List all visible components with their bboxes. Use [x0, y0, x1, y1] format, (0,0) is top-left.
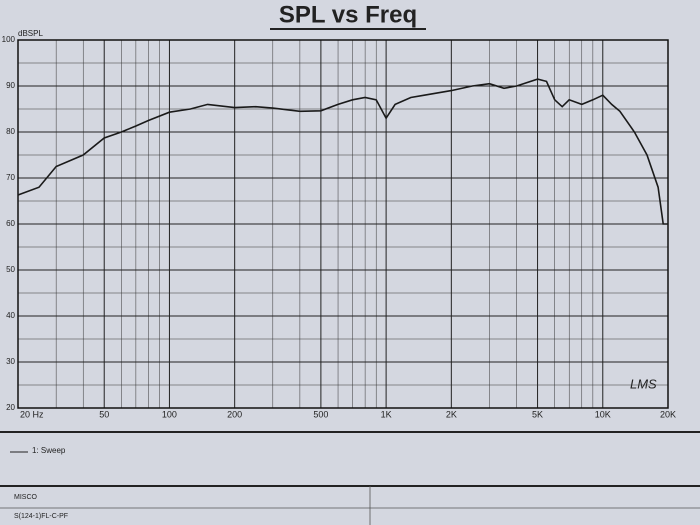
y-tick-label: 20	[6, 403, 15, 412]
footer-text: S(124-1)FL-C-PF	[14, 513, 68, 520]
x-tick-label: 5K	[532, 409, 543, 419]
x-tick-label: 2K	[446, 409, 457, 419]
legend-label: 1: Sweep	[32, 446, 66, 455]
x-tick-label: 200	[227, 409, 242, 419]
y-tick-label: 40	[6, 311, 15, 320]
x-tick-label: 50	[99, 409, 109, 419]
y-tick-label: 50	[6, 265, 15, 274]
x-tick-label: 500	[313, 409, 328, 419]
y-tick-label: 30	[6, 357, 15, 366]
x-tick-label: 20 Hz	[20, 409, 44, 419]
footer-text: MISCO	[14, 494, 38, 501]
x-tick-label: 20K	[660, 409, 676, 419]
y-tick-label: 100	[2, 35, 16, 44]
y-axis-label: dBSPL	[18, 29, 43, 38]
x-tick-label: 10K	[595, 409, 611, 419]
annotation: LMS	[630, 376, 657, 391]
y-tick-label: 70	[6, 173, 15, 182]
x-tick-label: 1K	[381, 409, 392, 419]
y-tick-label: 60	[6, 219, 15, 228]
y-tick-label: 90	[6, 81, 15, 90]
chart-title: SPL vs Freq	[279, 1, 417, 28]
x-tick-label: 100	[162, 409, 177, 419]
data-line	[17, 78, 668, 225]
y-tick-label: 80	[6, 127, 15, 136]
